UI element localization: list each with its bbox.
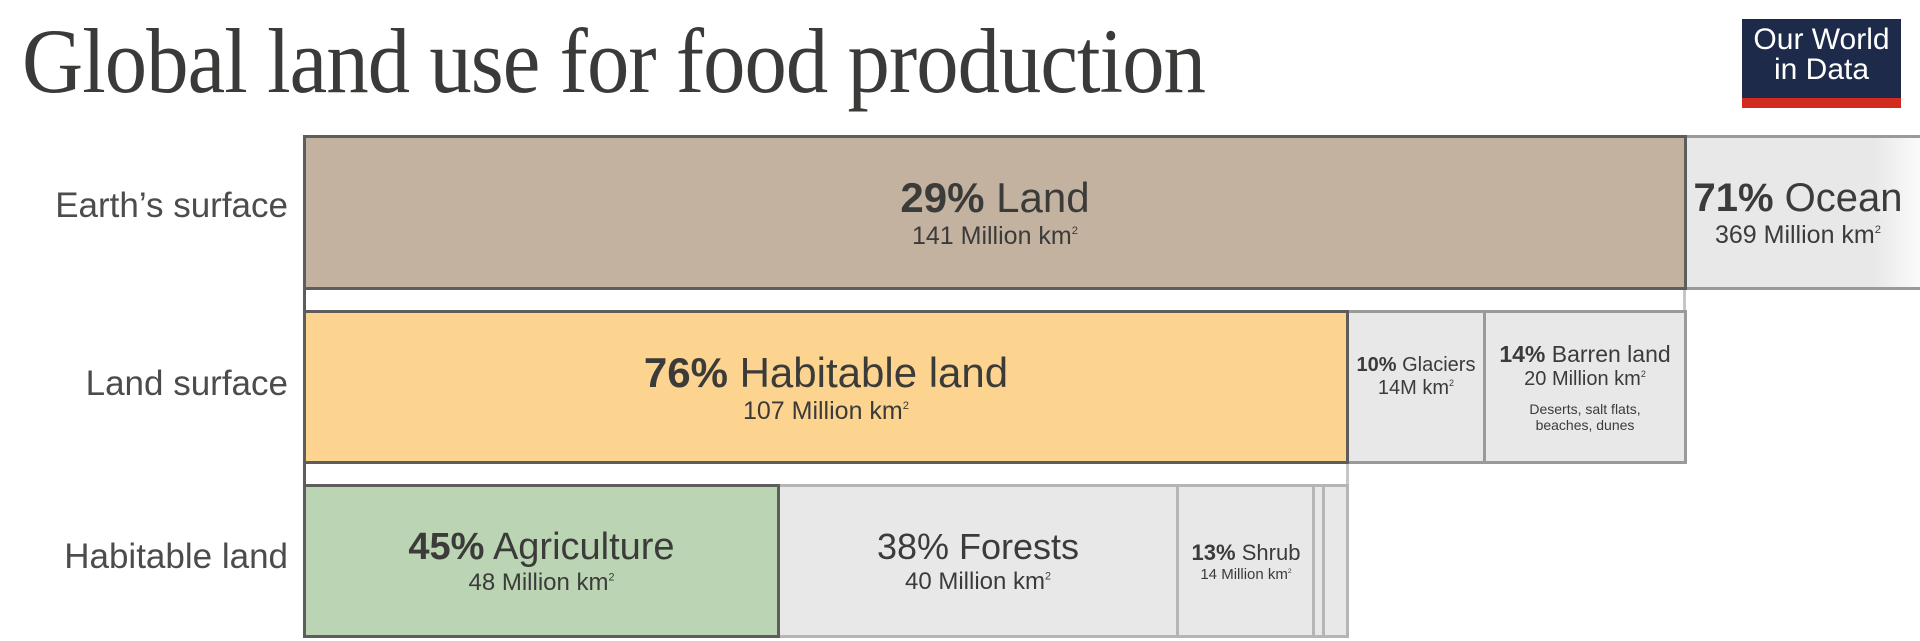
barren-pct: 14%: [1499, 341, 1546, 367]
forests-pct: 38%: [876, 526, 949, 567]
segment-freshwater-sliver[interactable]: [1322, 484, 1349, 638]
land-pct: 29%: [900, 174, 985, 221]
connector-line-left-1: [303, 287, 306, 313]
row-label-earth-surface: Earth’s surface: [55, 186, 288, 225]
forests-area: 40 Million km: [904, 568, 1046, 595]
logo-line-1: Our World: [1753, 23, 1890, 56]
habitable-area: 107 Million km: [742, 396, 903, 425]
segment-ocean[interactable]: 71% Ocean 369 Million km2: [1684, 135, 1920, 290]
segment-glaciers[interactable]: 10% Glaciers 14M km2: [1346, 310, 1486, 464]
glaciers-name: Glaciers: [1402, 354, 1476, 376]
agriculture-area: 48 Million km: [468, 568, 609, 596]
forests-name: Forests: [959, 526, 1080, 567]
shrub-pct: 13%: [1191, 539, 1236, 565]
row-label-habitable-land: Habitable land: [64, 537, 288, 576]
land-area: 141 Million km: [911, 222, 1072, 250]
segment-agriculture[interactable]: 45% Agriculture 48 Million km2: [303, 484, 780, 638]
segment-habitable-land[interactable]: 76% Habitable land 107 Million km2: [303, 310, 1349, 464]
habitable-pct: 76%: [643, 348, 728, 396]
barren-area: 20 Million km: [1524, 368, 1641, 390]
land-name: Land: [996, 174, 1090, 221]
segment-land[interactable]: 29% Land 141 Million km2: [303, 135, 1687, 290]
connector-line-right-2: [1346, 461, 1349, 487]
segment-forests[interactable]: 38% Forests 40 Million km2: [776, 484, 1180, 638]
logo-accent-bar: [1742, 98, 1901, 108]
glaciers-area: 14M km: [1377, 377, 1450, 399]
agriculture-pct: 45%: [408, 525, 485, 568]
segment-shrub[interactable]: 13% Shrub 14 Million km2: [1176, 484, 1316, 638]
connector-line-left-2: [303, 461, 306, 487]
barren-name: Barren land: [1551, 341, 1671, 367]
segment-barren-land[interactable]: 14% Barren land 20 Million km2 Deserts, …: [1483, 310, 1687, 464]
barren-note-line-1: Deserts, salt flats,: [1529, 401, 1641, 417]
habitable-name: Habitable land: [739, 348, 1009, 396]
shrub-name: Shrub: [1241, 539, 1301, 565]
barren-note-line-2: beaches, dunes: [1535, 417, 1635, 433]
ocean-name: Ocean: [1784, 175, 1903, 220]
row-label-land-surface: Land surface: [85, 364, 288, 403]
agriculture-name: Agriculture: [492, 525, 675, 568]
owid-logo[interactable]: Our World in Data: [1742, 19, 1901, 108]
ocean-area: 369 Million km: [1714, 220, 1875, 249]
logo-line-2: in Data: [1773, 53, 1870, 86]
ocean-pct: 71%: [1693, 175, 1774, 220]
shrub-area: 14 Million km: [1200, 565, 1288, 583]
page-title: Global land use for food production: [22, 10, 1206, 112]
connector-line-right-1: [1683, 287, 1686, 313]
glaciers-pct: 10%: [1356, 354, 1397, 376]
